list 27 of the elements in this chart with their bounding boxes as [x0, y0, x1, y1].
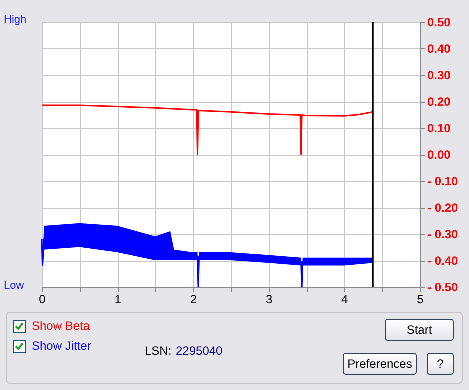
y2-tick-label: - 0.40 [428, 254, 459, 268]
y2-tick-label: 0.40 [428, 42, 452, 56]
y2-tick-label: - 0.50 [428, 280, 459, 294]
y2-tick-label: 0.20 [428, 95, 452, 109]
x-tick-label: 3 [266, 292, 273, 306]
text: Low [4, 280, 24, 292]
text: 2295040 [176, 344, 223, 358]
start-button: Start [385, 319, 454, 341]
y2-tick-label: - 0.20 [428, 201, 459, 215]
y2-tick-label: 0.30 [428, 68, 452, 82]
x-tick-label: 5 [417, 292, 424, 306]
y2-tick-label: 0.50 [428, 16, 452, 30]
y2-tick-label: 0.10 [428, 122, 452, 136]
y2-tick-label: 0.00 [428, 148, 452, 162]
text: Show Beta [32, 319, 90, 333]
text: High [4, 14, 27, 26]
text: LSN: [145, 344, 172, 358]
x-tick-label: 4 [342, 292, 349, 306]
x-tick-label: 1 [114, 292, 122, 306]
preferences-button: Preferences [343, 353, 417, 375]
y2-tick-label: - 0.10 [428, 174, 459, 188]
x-tick-label: 0 [39, 292, 46, 306]
help-button: ? [427, 353, 454, 375]
line-series [41, 104, 374, 156]
y2-tick-label: - 0.30 [428, 228, 459, 242]
text: Show Jitter [32, 339, 92, 353]
x-tick-label: 2 [190, 292, 198, 306]
